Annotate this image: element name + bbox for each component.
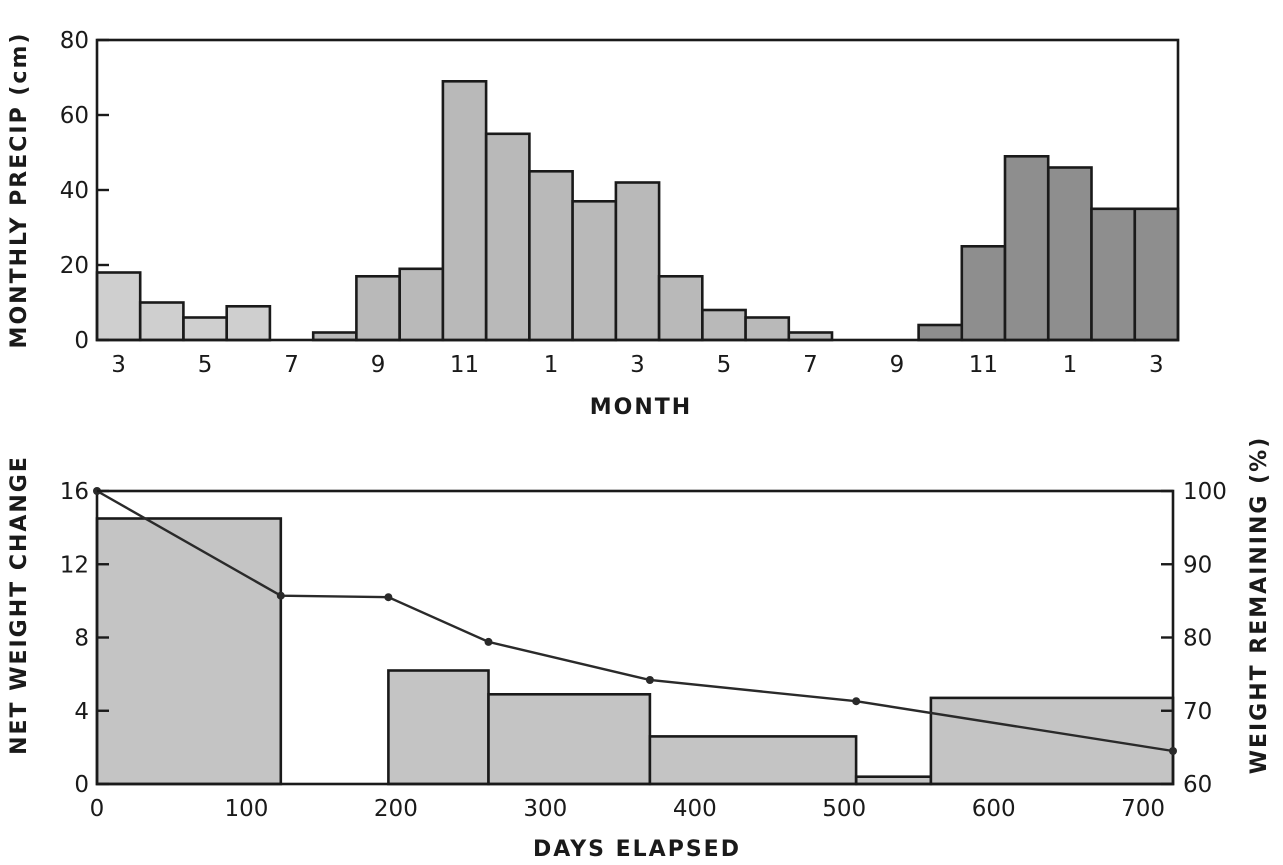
precip-bar [657, 274, 704, 342]
weight-remaining-point [645, 676, 654, 684]
precip-bar [441, 80, 488, 342]
weight-remaining-point [484, 637, 493, 646]
weight-change-chart: 0 4 8 12 16 60 70 80 90 100 0 100 200 300 400 500 600 7… [7, 436, 1272, 862]
x-tick-label: 11 [969, 352, 998, 378]
precip-bar [701, 308, 747, 342]
x-tick-label: 3 [111, 352, 126, 378]
y-tick-label: 40 [60, 178, 89, 204]
weight-remaining-point [384, 593, 393, 602]
y-tick-label: 8 [74, 626, 89, 652]
weight-change-bar [95, 517, 283, 786]
y-tick-label: 4 [74, 699, 89, 725]
y-right-tick-label: 60 [1183, 772, 1212, 798]
weight-remaining-series [93, 487, 1177, 755]
weight-change-bar [387, 669, 490, 786]
precip-bar [614, 181, 661, 342]
x-tick-label: 300 [523, 796, 567, 822]
x-tick-label: 500 [822, 796, 866, 822]
precip-x-axis-title: MONTH [590, 395, 692, 420]
x-tick-label: 400 [673, 796, 717, 822]
precip-bar [571, 200, 618, 342]
x-tick-label: 600 [972, 796, 1016, 822]
x-tick-label: 7 [284, 352, 299, 378]
precip-bar [484, 132, 531, 342]
weight-change-bar [487, 692, 652, 786]
x-tick-label: 1 [1063, 352, 1078, 378]
x-tick-label: 5 [198, 352, 213, 378]
x-tick-label: 3 [630, 352, 645, 378]
precip-bar [95, 271, 142, 342]
precip-bar [1090, 207, 1137, 342]
x-tick-label: 700 [1121, 796, 1165, 822]
x-tick-label: 9 [371, 352, 386, 378]
weight-remaining-y-axis: 60 70 80 90 100 [1161, 479, 1227, 798]
precip-bar [1047, 166, 1093, 342]
precip-bar [225, 304, 272, 342]
x-tick-label: 9 [890, 352, 905, 378]
weight-remaining-axis-title: WEIGHT REMAINING (%) [1247, 436, 1272, 775]
y-tick-label: 12 [60, 552, 89, 578]
weight-remaining-point [852, 697, 861, 706]
weight-remaining-point [276, 591, 285, 600]
precip-bar [917, 323, 964, 342]
weight-change-y-axis: 0 4 8 12 16 [60, 479, 109, 798]
days-x-axis: 0 100 200 300 400 500 600 700 [90, 796, 1165, 822]
weight-change-bars [95, 517, 1175, 786]
x-tick-label: 0 [90, 796, 105, 822]
precip-bar [1003, 155, 1050, 342]
days-x-axis-title: DAYS ELAPSED [533, 837, 741, 862]
precip-y-axis-title: MONTHLY PRECIP (cm) [7, 32, 32, 349]
precip-bar [1133, 207, 1180, 342]
x-tick-label: 5 [717, 352, 732, 378]
weight-remaining-point [1169, 747, 1177, 755]
y-right-tick-label: 80 [1183, 626, 1212, 652]
precip-bar [528, 170, 574, 342]
precip-bar [960, 245, 1007, 342]
y-tick-label: 80 [60, 28, 89, 54]
y-right-tick-label: 70 [1183, 699, 1212, 725]
precip-bar [355, 274, 401, 342]
y-right-tick-label: 100 [1183, 479, 1227, 505]
y-tick-label: 0 [74, 772, 89, 798]
precip-bar [744, 316, 791, 342]
x-tick-label: 1 [544, 352, 559, 378]
precip-bars [95, 80, 1180, 342]
y-tick-label: 20 [60, 253, 89, 279]
precip-bar [398, 267, 445, 342]
precip-bar [138, 301, 185, 342]
x-tick-label: 100 [224, 796, 268, 822]
precip-x-axis: 3 5 7 9 11 1 3 5 7 9 11 1 3 [111, 352, 1163, 378]
net-weight-change-axis-title: NET WEIGHT CHANGE [7, 455, 32, 755]
y-right-tick-label: 90 [1183, 552, 1212, 578]
x-tick-label: 7 [803, 352, 818, 378]
weight-change-bar [929, 696, 1175, 786]
y-tick-label: 0 [74, 328, 89, 354]
precip-bar [182, 316, 229, 342]
precip-y-axis: 0 20 40 60 80 [60, 28, 109, 354]
x-tick-label: 3 [1149, 352, 1164, 378]
y-tick-label: 16 [60, 479, 89, 505]
weight-change-bar [648, 735, 858, 786]
y-tick-label: 60 [60, 103, 89, 129]
x-tick-label: 11 [450, 352, 479, 378]
x-tick-label: 200 [374, 796, 418, 822]
